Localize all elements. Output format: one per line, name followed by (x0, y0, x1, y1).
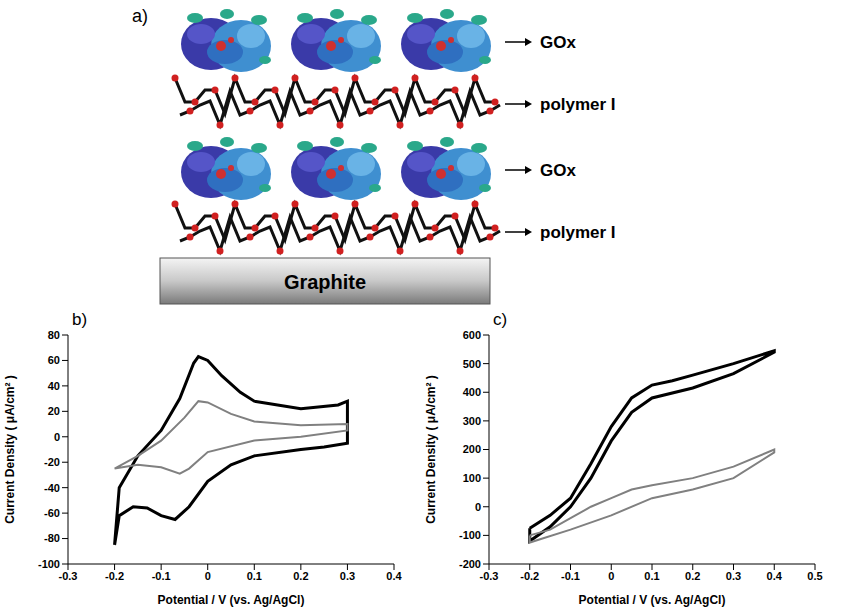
svg-text:Current Density ( μA/cm² ): Current Density ( μA/cm² ) (3, 375, 17, 524)
svg-text:0: 0 (54, 431, 60, 443)
svg-text:60: 60 (48, 354, 60, 366)
svg-text:-0.3: -0.3 (59, 570, 78, 582)
svg-text:200: 200 (463, 443, 481, 455)
svg-text:-0.2: -0.2 (105, 570, 124, 582)
svg-text:-0.1: -0.1 (561, 570, 580, 582)
svg-text:-20: -20 (44, 456, 60, 468)
svg-text:Potential / V (vs. Ag/AgCl): Potential / V (vs. Ag/AgCl) (579, 593, 726, 607)
html-text:b): b) (72, 310, 88, 329)
svg-text:a): a) (132, 6, 148, 26)
svg-text:40: 40 (48, 380, 60, 392)
svg-text:-60: -60 (44, 507, 60, 519)
svg-text:-80: -80 (44, 532, 60, 544)
svg-text:20: 20 (48, 405, 60, 417)
svg-text:600: 600 (463, 329, 481, 341)
svg-text:0.4: 0.4 (386, 570, 402, 582)
svg-text:-40: -40 (44, 482, 60, 494)
svg-text:-100: -100 (459, 529, 481, 541)
svg-text:-100: -100 (38, 558, 60, 570)
svg-text:-0.3: -0.3 (480, 570, 499, 582)
svg-text:-200: -200 (459, 558, 481, 570)
svg-text:0: 0 (205, 570, 211, 582)
svg-text:Graphite: Graphite (284, 271, 366, 293)
svg-text:0.5: 0.5 (807, 570, 822, 582)
svg-text:0.2: 0.2 (685, 570, 700, 582)
svg-text:0.1: 0.1 (644, 570, 659, 582)
svg-text:0: 0 (608, 570, 614, 582)
svg-text:500: 500 (463, 358, 481, 370)
svg-text:GOx: GOx (540, 161, 576, 180)
svg-text:0.3: 0.3 (726, 570, 741, 582)
html-text:c): c) (493, 310, 508, 329)
svg-text:400: 400 (463, 386, 481, 398)
svg-text:100: 100 (463, 472, 481, 484)
svg-text:Current Density ( μA/cm² ): Current Density ( μA/cm² ) (424, 375, 438, 524)
svg-text:300: 300 (463, 415, 481, 427)
svg-text:polymer I: polymer I (540, 95, 616, 114)
svg-text:0.1: 0.1 (247, 570, 262, 582)
svg-text:80: 80 (48, 329, 60, 341)
svg-text:Potential / V (vs. Ag/AgCl): Potential / V (vs. Ag/AgCl) (158, 593, 305, 607)
svg-text:GOx: GOx (540, 33, 576, 52)
svg-text:0.3: 0.3 (340, 570, 355, 582)
svg-text:0.2: 0.2 (293, 570, 308, 582)
svg-text:0.4: 0.4 (767, 570, 783, 582)
svg-text:0: 0 (475, 501, 481, 513)
svg-text:-0.2: -0.2 (520, 570, 539, 582)
svg-text:-0.1: -0.1 (152, 570, 171, 582)
svg-text:polymer I: polymer I (540, 223, 616, 242)
